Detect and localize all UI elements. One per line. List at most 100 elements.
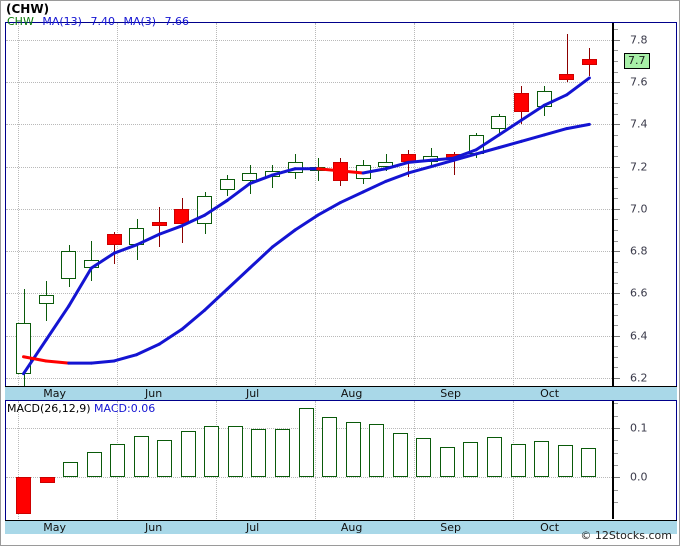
ma-fast-line-segment bbox=[89, 251, 116, 270]
candlestick-bullish[interactable] bbox=[378, 162, 394, 167]
macd-histogram-bar-positive[interactable] bbox=[439, 446, 455, 478]
month-label-may: May bbox=[43, 521, 66, 534]
macd-axis-minor-tick bbox=[614, 501, 618, 503]
candlestick-bearish[interactable] bbox=[106, 234, 122, 245]
price-gridline bbox=[6, 293, 612, 295]
candlestick-bullish[interactable] bbox=[219, 179, 235, 190]
candlestick-bearish[interactable] bbox=[513, 92, 529, 112]
month-label-jul: Jul bbox=[245, 521, 260, 534]
macd-histogram-bar-positive[interactable] bbox=[251, 429, 267, 478]
macd-month-gridline bbox=[18, 401, 19, 519]
ma-slow-line-segment bbox=[565, 122, 591, 131]
price-axis-minor-tick bbox=[614, 314, 618, 316]
macd-histogram-bar-negative[interactable] bbox=[39, 477, 55, 484]
ma-fast-line-segment bbox=[44, 304, 71, 342]
price-gridline bbox=[6, 124, 612, 126]
month-label-oct: Oct bbox=[540, 521, 560, 534]
price-axis-minor-tick bbox=[614, 103, 618, 105]
candlestick-bearish[interactable] bbox=[559, 73, 575, 81]
price-axis-minor-tick bbox=[614, 50, 618, 52]
ma-slow-line-segment bbox=[338, 190, 365, 205]
price-month-gridline bbox=[117, 23, 118, 399]
price-axis-tick bbox=[614, 208, 620, 210]
price-axis-minor-tick bbox=[614, 198, 618, 200]
candlestick-bearish[interactable] bbox=[151, 221, 167, 226]
month-label-jun: Jun bbox=[145, 521, 163, 534]
ma-fast-line-segment bbox=[474, 133, 501, 152]
candlestick-bullish[interactable] bbox=[491, 115, 507, 129]
macd-legend-label: MACD(26,12,9) bbox=[7, 402, 91, 415]
candlestick-bearish[interactable] bbox=[581, 58, 597, 66]
macd-histogram-bar-positive[interactable] bbox=[463, 441, 479, 478]
ma-slow-line-segment bbox=[180, 308, 207, 331]
price-chart-panel[interactable]: 7.8 7.6 7.4 7.2 7.0 6.8 6.6 6.4 6.2 7.7 bbox=[5, 22, 677, 400]
price-axis-minor-tick bbox=[614, 346, 618, 348]
candlestick-bullish[interactable] bbox=[242, 172, 258, 182]
ma-fast-line-segment bbox=[565, 76, 591, 97]
macd-histogram-bar-positive[interactable] bbox=[157, 439, 173, 478]
ma-fast-line-segment bbox=[112, 243, 139, 255]
ma-fast-line-segment bbox=[452, 148, 478, 160]
macd-histogram-bar-positive[interactable] bbox=[486, 436, 502, 478]
price-gridline bbox=[6, 335, 612, 337]
candle-wick bbox=[454, 151, 455, 176]
macd-axis-tick bbox=[614, 428, 620, 430]
macd-histogram-bar-positive[interactable] bbox=[86, 451, 102, 478]
macd-axis-minor-tick bbox=[614, 464, 618, 466]
price-gridline bbox=[6, 39, 612, 41]
macd-histogram-bar-positive[interactable] bbox=[392, 432, 408, 478]
macd-histogram-bar-positive[interactable] bbox=[204, 425, 220, 478]
macd-histogram-bar-positive[interactable] bbox=[110, 444, 126, 478]
macd-histogram-bar-positive[interactable] bbox=[369, 424, 385, 478]
macd-histogram-bar-positive[interactable] bbox=[581, 447, 597, 478]
macd-chart-panel[interactable]: 0.1 0.0 bbox=[5, 400, 677, 520]
ma-fast-line-segment bbox=[338, 169, 365, 175]
macd-histogram-bar-positive[interactable] bbox=[298, 407, 314, 478]
macd-histogram-bar-positive[interactable] bbox=[416, 437, 432, 478]
price-plot-area[interactable] bbox=[6, 23, 612, 399]
macd-histogram-bar-positive[interactable] bbox=[534, 440, 550, 478]
price-axis-minor-tick bbox=[614, 29, 618, 31]
ma-slow-line-segment bbox=[112, 353, 139, 363]
price-gridline bbox=[6, 166, 612, 168]
price-axis-minor-tick bbox=[614, 92, 618, 94]
price-legend: CHW MA(13) 7.40 MA(3) 7.66 bbox=[7, 15, 194, 28]
page-title: (CHW) bbox=[6, 2, 50, 16]
price-axis-minor-tick bbox=[614, 156, 618, 158]
month-label-jun: Jun bbox=[145, 387, 163, 400]
last-price-badge: 7.7 bbox=[624, 53, 650, 70]
price-gridline bbox=[6, 208, 612, 210]
ma-slow-line-segment bbox=[474, 146, 501, 156]
macd-histogram-bar-positive[interactable] bbox=[275, 429, 291, 478]
candlestick-bearish[interactable] bbox=[174, 208, 190, 224]
macd-histogram-bar-positive[interactable] bbox=[557, 444, 573, 478]
month-label-may: May bbox=[43, 387, 66, 400]
macd-histogram-bar-positive[interactable] bbox=[227, 426, 243, 478]
candle-wick bbox=[114, 232, 115, 264]
candlestick-bullish[interactable] bbox=[61, 251, 77, 279]
price-axis-minor-tick bbox=[614, 187, 618, 189]
candlestick-bullish[interactable] bbox=[38, 295, 54, 304]
price-month-gridline bbox=[414, 23, 415, 399]
ma-slow-line-segment bbox=[429, 158, 456, 169]
price-gridline bbox=[6, 251, 612, 253]
macd-histogram-bar-negative[interactable] bbox=[16, 477, 31, 515]
candle-wick bbox=[567, 33, 568, 83]
macd-histogram-bar-positive[interactable] bbox=[63, 462, 79, 478]
price-axis-tick bbox=[614, 293, 620, 295]
copyright-notice: © 12Stocks.com bbox=[580, 529, 672, 542]
macd-histogram-bar-positive[interactable] bbox=[322, 416, 338, 478]
macd-axis-label: 0.0 bbox=[630, 470, 648, 484]
price-axis-minor-tick bbox=[614, 261, 618, 263]
ma-fast-line-segment bbox=[225, 182, 252, 202]
macd-histogram-bar-positive[interactable] bbox=[510, 443, 526, 478]
macd-histogram-bar-positive[interactable] bbox=[133, 435, 149, 478]
macd-plot-area[interactable] bbox=[6, 401, 612, 519]
macd-month-axis: May Jun Jul Aug Sep Oct bbox=[5, 520, 677, 534]
macd-histogram-bar-positive[interactable] bbox=[345, 421, 361, 478]
month-label-oct: Oct bbox=[540, 387, 560, 400]
ma-slow-line-segment bbox=[248, 245, 274, 270]
macd-histogram-bar-positive[interactable] bbox=[180, 430, 196, 478]
ma-slow-line-segment bbox=[44, 359, 71, 365]
